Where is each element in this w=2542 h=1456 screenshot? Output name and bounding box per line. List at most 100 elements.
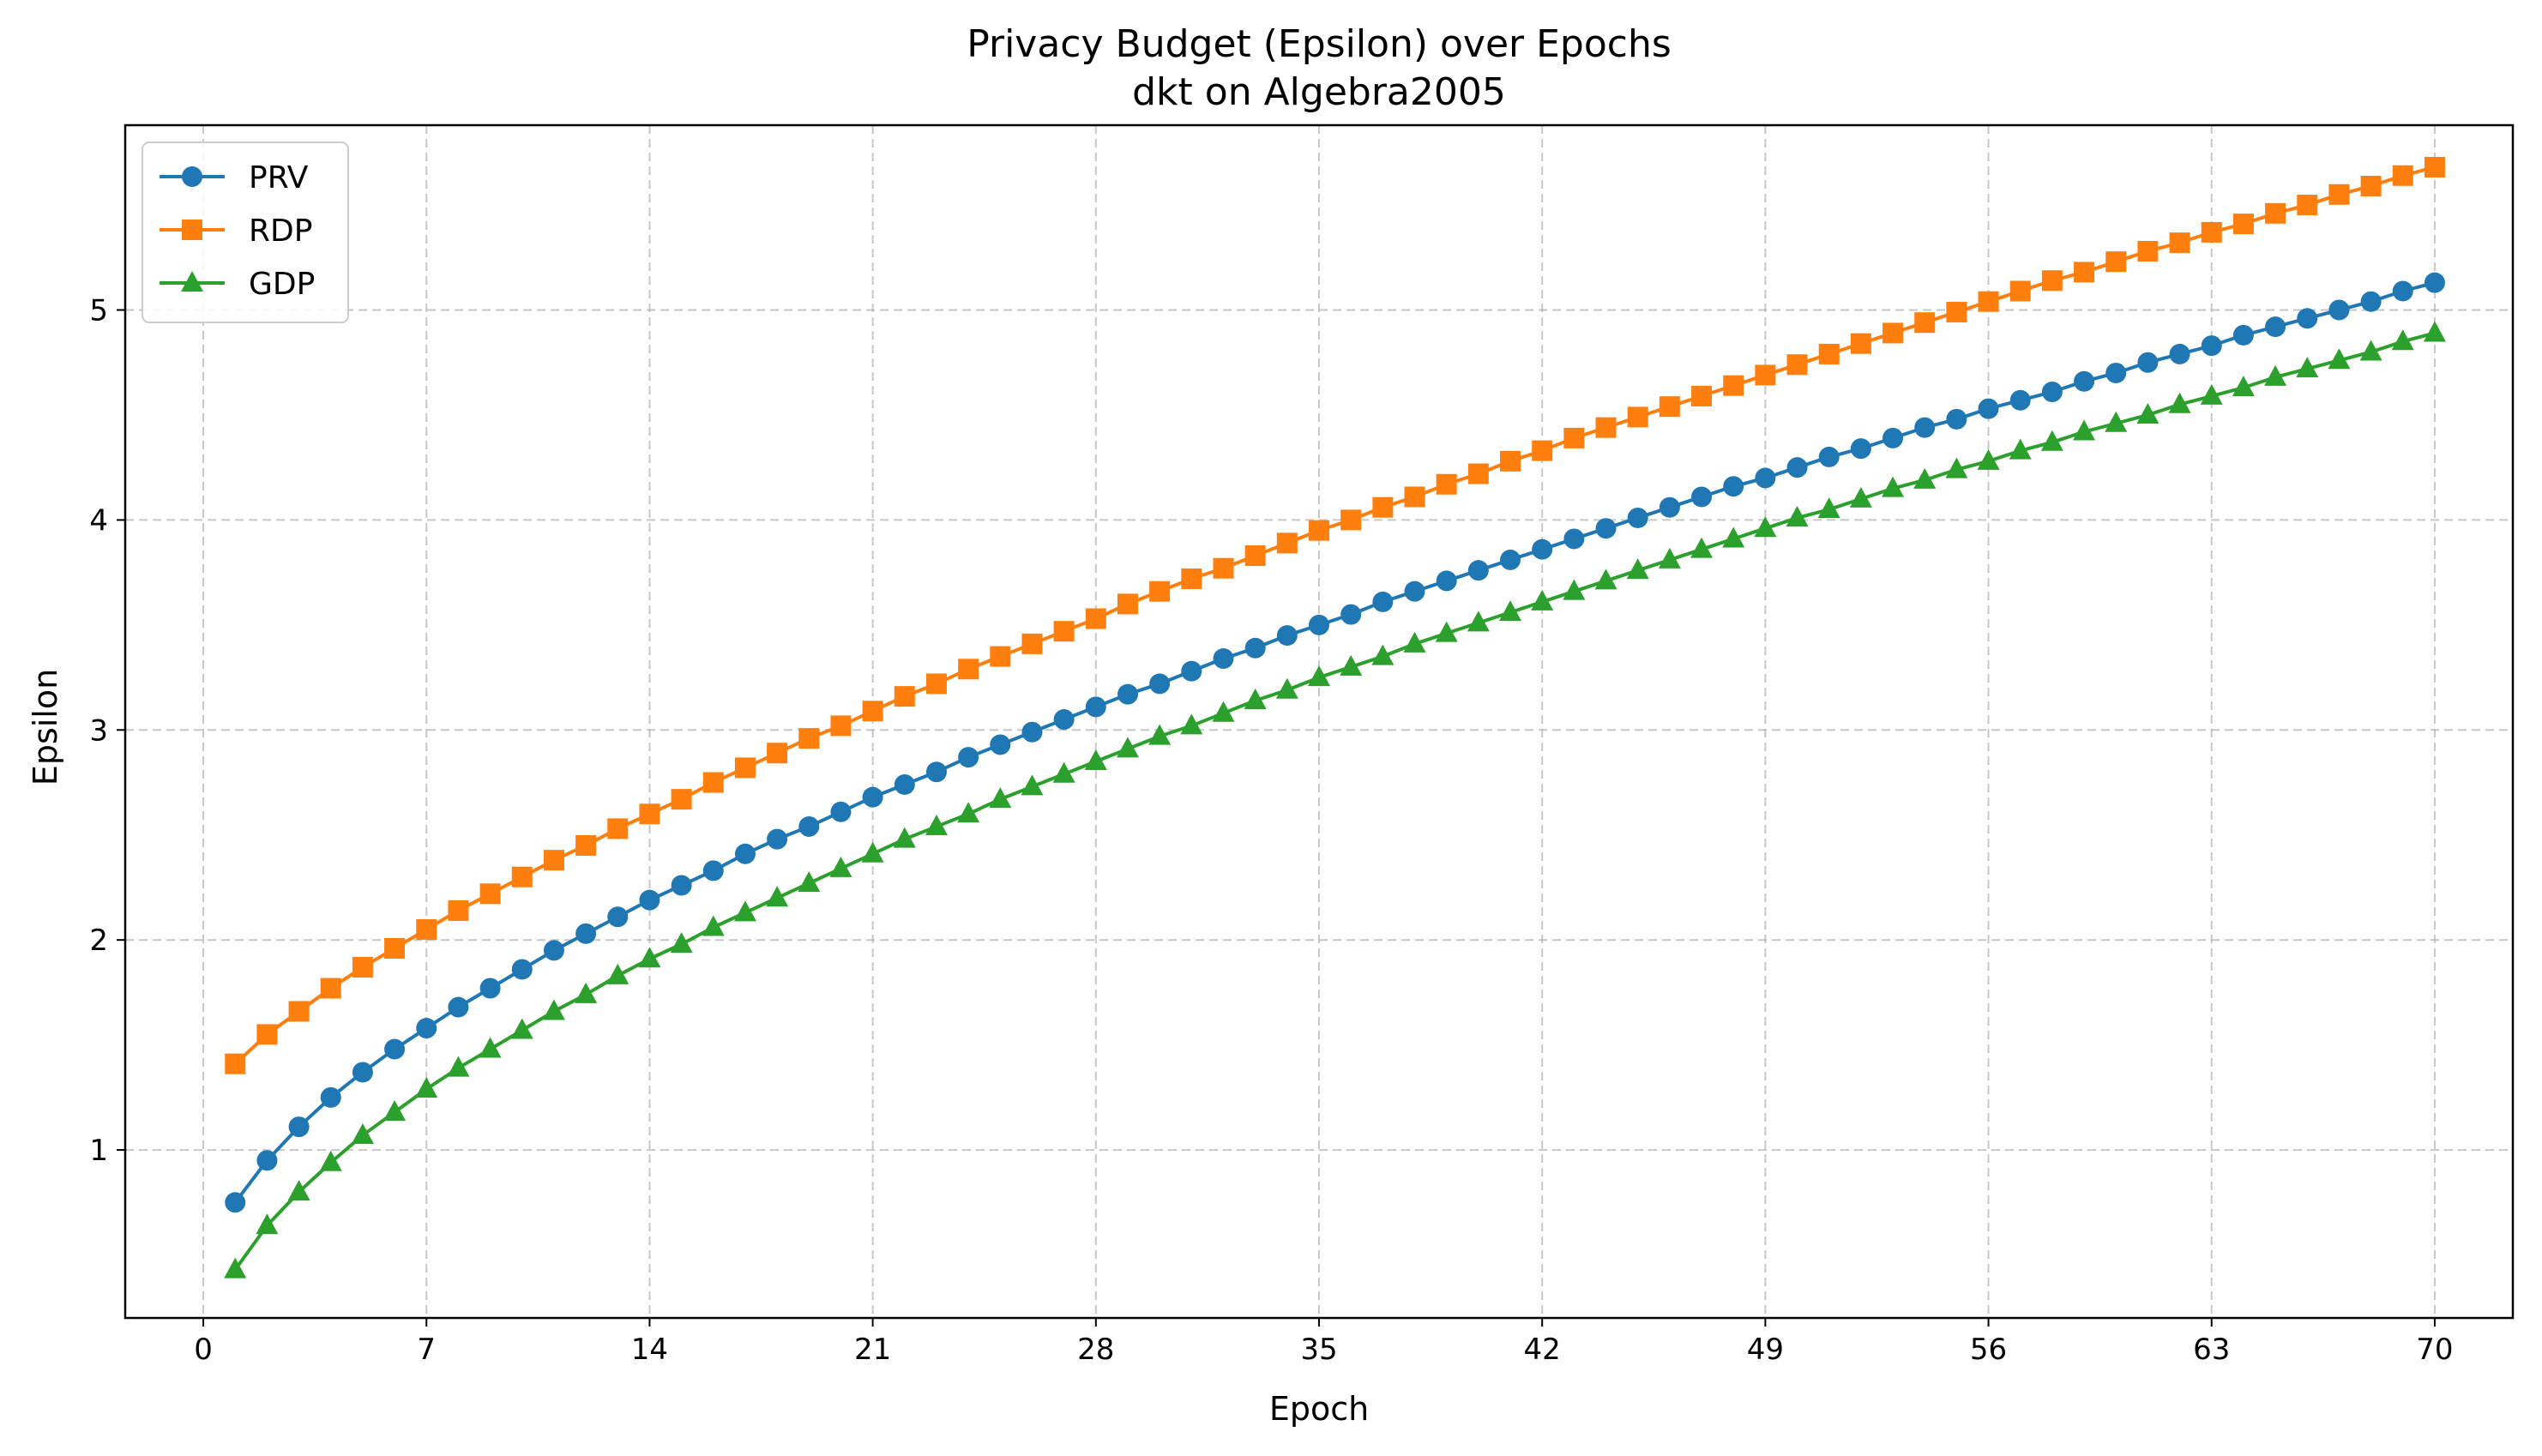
rdp-point — [2009, 280, 2031, 302]
rdp-point — [767, 743, 788, 764]
prv-point — [958, 747, 979, 768]
rdp-point — [1244, 545, 1266, 567]
gdp-point — [989, 787, 1012, 809]
rdp-point — [1404, 486, 1425, 508]
legend-marker — [182, 220, 202, 240]
rdp-point — [1340, 509, 1362, 531]
gdp-point — [1275, 677, 1298, 699]
gdp-point — [1084, 749, 1107, 771]
gdp-point — [2073, 419, 2096, 441]
prv-point — [767, 828, 788, 850]
gdp-point — [542, 999, 565, 1020]
axes: 0 7 14 21 28 35 42 49 56 63 70 1 2 3 4 5 — [89, 123, 2515, 1367]
rdp-point — [1053, 621, 1075, 642]
prv-point — [1404, 581, 1425, 602]
series-rdp — [225, 156, 2445, 1074]
x-tick-label: 35 — [1300, 1333, 1337, 1367]
prv-point — [384, 1038, 406, 1060]
gdp-point — [2232, 376, 2255, 397]
x-tick-label: 49 — [1747, 1333, 1784, 1367]
prv-point — [1053, 709, 1075, 731]
rdp-point — [1213, 557, 1234, 579]
prv-point — [1818, 446, 1840, 467]
gdp-point — [2423, 321, 2446, 342]
gdp-point — [2009, 438, 2032, 460]
gdp-point — [2168, 392, 2191, 413]
gdp-point — [1340, 654, 1363, 676]
gdp-point — [1467, 611, 1490, 632]
prv-point — [1659, 496, 1680, 518]
gdp-point — [1435, 621, 1458, 642]
prv-point — [1882, 427, 1904, 448]
gdp-point — [1594, 569, 1617, 590]
gdp-point — [766, 886, 789, 907]
series-line-rdp — [233, 165, 2436, 1066]
gdp-point — [479, 1037, 502, 1058]
prv-point — [1467, 560, 1489, 581]
gdp-point — [893, 827, 916, 848]
prv-point — [2074, 370, 2095, 392]
rdp-point — [607, 818, 629, 839]
gdp-point — [351, 1122, 374, 1144]
gdp-point — [1913, 467, 1937, 489]
gdp-point — [2040, 430, 2063, 451]
prv-point — [2169, 343, 2190, 364]
gdp-point — [829, 856, 852, 877]
gdp-point — [733, 900, 756, 922]
rdp-point — [1818, 343, 1840, 364]
gdp-point — [1658, 547, 1681, 569]
rdp-point — [958, 659, 979, 680]
rdp-point — [543, 850, 564, 871]
prv-point — [1946, 408, 1967, 430]
gdp-point — [415, 1077, 438, 1098]
prv-point — [1691, 486, 1713, 508]
rdp-point — [1500, 450, 1521, 472]
gdp-point — [447, 1056, 470, 1077]
rdp-point — [2041, 270, 2063, 292]
rdp-point — [1659, 396, 1680, 418]
prv-point — [1021, 721, 1043, 743]
prv-point — [2232, 324, 2254, 346]
series-line-prv — [233, 280, 2436, 1204]
rdp-point — [1563, 427, 1585, 448]
prv-point — [320, 1086, 341, 1108]
rdp-point — [2169, 232, 2190, 254]
chart-title: Privacy Budget (Epsilon) over Epochs — [967, 22, 1672, 66]
gdp-point — [1754, 516, 1777, 538]
x-tick-label: 70 — [2416, 1333, 2453, 1367]
rdp-point — [511, 866, 533, 887]
rdp-point — [1021, 633, 1043, 654]
rdp-point — [1372, 496, 1394, 518]
prv-point — [1309, 614, 1329, 635]
x-axis-label: Epoch — [1269, 1390, 1369, 1428]
rdp-point — [1532, 440, 1553, 461]
rdp-point — [1276, 532, 1298, 554]
gdp-point — [1148, 724, 1172, 745]
prv-point — [288, 1116, 310, 1138]
x-tick-label: 63 — [2193, 1333, 2230, 1367]
rdp-point — [1467, 463, 1489, 484]
legend-item-gdp: GDP — [160, 267, 315, 302]
gdp-point — [1626, 558, 1649, 580]
gdp-point — [1180, 713, 1203, 735]
prv-point — [2297, 308, 2318, 329]
prv-point — [448, 996, 469, 1018]
gdp-point — [1212, 701, 1235, 722]
gdp-point — [383, 1100, 407, 1122]
legend-label: RDP — [249, 214, 312, 249]
gdp-point — [925, 814, 948, 835]
prv-point — [1500, 549, 1521, 570]
rdp-point — [1436, 473, 1457, 495]
gdp-point — [1308, 665, 1330, 687]
prv-point — [256, 1150, 278, 1171]
prv-point — [2009, 389, 2031, 411]
rdp-point — [702, 772, 724, 793]
rdp-point — [479, 883, 501, 905]
prv-point — [2360, 291, 2382, 312]
gdp-point — [1690, 537, 1714, 558]
rdp-point — [1914, 312, 1936, 334]
prv-point — [1436, 570, 1457, 592]
rdp-point — [2232, 214, 2254, 235]
chart-subtitle: dkt on Algebra2005 — [1132, 70, 1506, 114]
